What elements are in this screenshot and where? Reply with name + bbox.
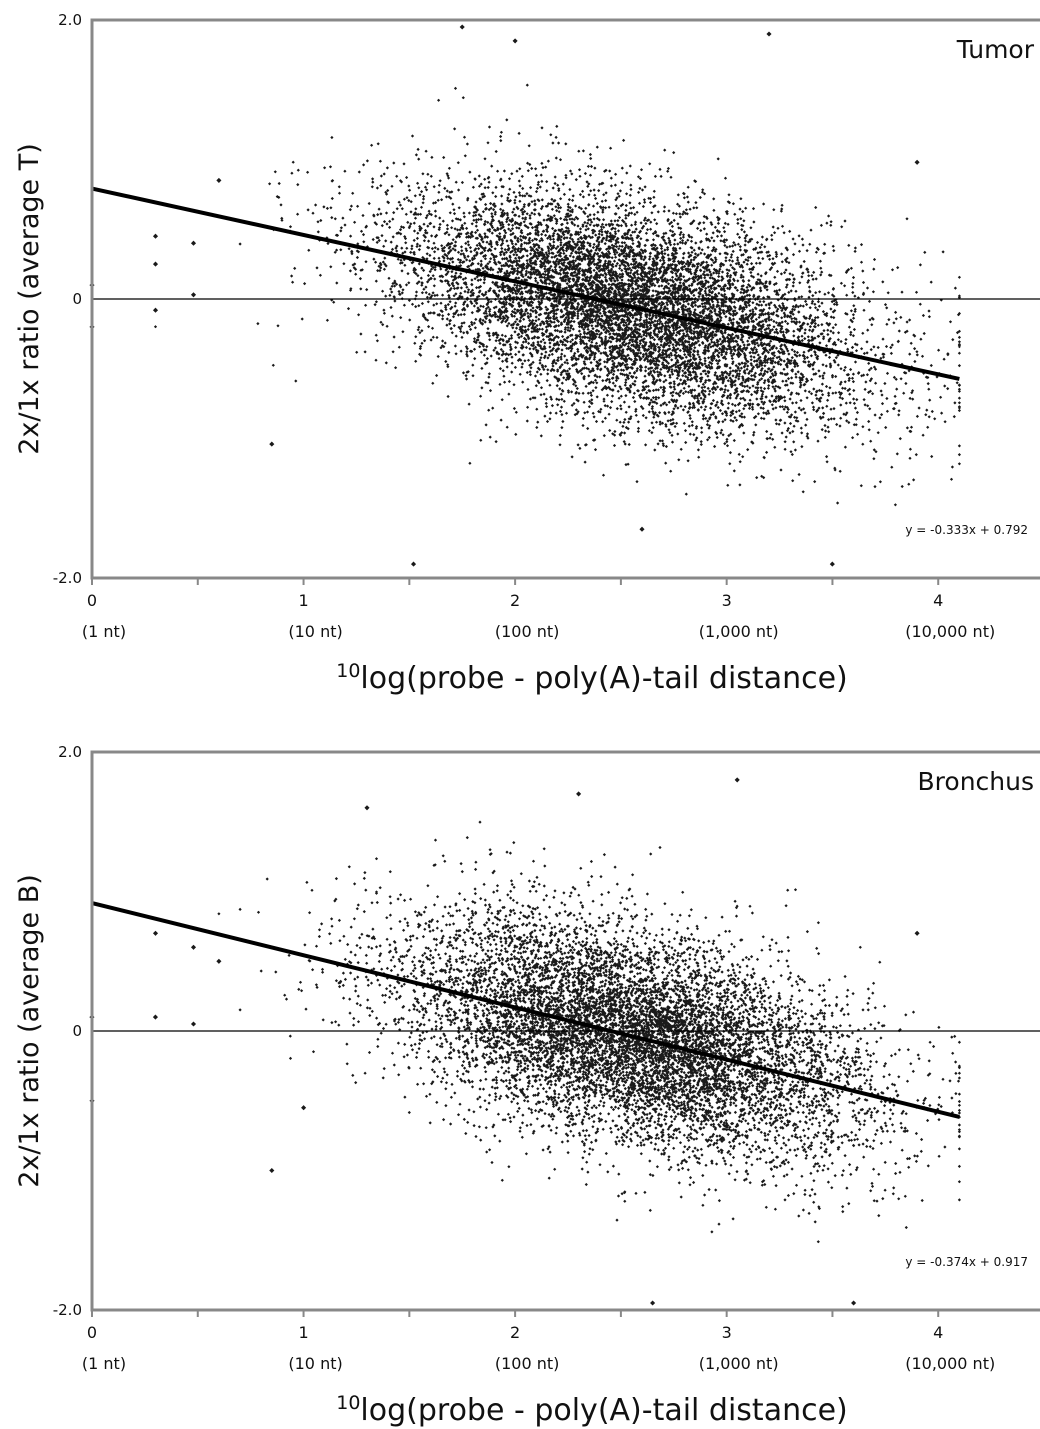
scatter-point [650,1300,656,1306]
x-tick-sublabel: (10 nt) [288,622,342,641]
bronchus-y-ticks: 2.0 0 -2.0 [53,743,82,1319]
scatter-point [152,1014,158,1020]
x-tick-sublabel: (1,000 nt) [699,622,779,641]
tumor-trendline [91,186,960,381]
x-tick-label: 1 [298,1323,308,1342]
y-tick-label: 0 [72,1022,82,1040]
bronchus-x-axis-label-superscript: 10 [336,1392,360,1414]
y-tick-label: -2.0 [53,1301,82,1319]
y-tick-label: 0 [72,290,82,308]
scatter-point [851,1300,857,1306]
y-tick-label: 2.0 [58,743,82,761]
x-tick-label: 2 [510,1323,520,1342]
scatter-point [190,240,197,246]
scatter-point [152,307,159,313]
bronchus-x-ticks: 0 (1 nt) 1 (10 nt) 2 (100 nt) 3 (1,000 nt) 4 (10,… [82,1310,995,1373]
scatter-point [459,24,465,30]
scatter-point [190,944,197,950]
scatter-point [216,958,222,964]
tumor-x-axis-label-superscript: 10 [336,660,360,682]
bronchus-x-axis-label-text: log(probe - poly(A)-tail distance) [360,1393,847,1428]
tumor-x-axis-label-text: log(probe - poly(A)-tail distance) [360,661,847,696]
tumor-panel: 0 (1 nt) 1 (10 nt) 2 (100 nt) 3 (1,000 nt) 4 (10,… [14,11,1040,696]
tumor-x-axis-label: 10log(probe - poly(A)-tail distance) [336,660,848,696]
tumor-y-axis-label: 2x/1x ratio (average T) [14,143,45,455]
x-tick-sublabel: (100 nt) [495,1354,560,1373]
x-tick-label: 4 [933,591,943,610]
x-tick-label: 4 [933,1323,943,1342]
scatter-point [829,561,835,567]
x-tick-sublabel: (100 nt) [495,622,560,641]
x-tick-sublabel: (1,000 nt) [699,1354,779,1373]
scatter-point [734,777,740,783]
x-tick-sublabel: (10,000 nt) [905,622,995,641]
scatter-point [269,1167,275,1174]
x-tick-sublabel: (10 nt) [288,1354,342,1373]
x-tick-label: 3 [722,591,732,610]
scatter-point [216,177,222,183]
x-tick-sublabel: (1 nt) [82,622,126,641]
x-tick-label: 0 [87,591,97,610]
x-tick-label: 3 [722,1323,732,1342]
scatter-point-cloud [153,83,961,507]
scatter-point [269,441,275,447]
bronchus-equation: y = -0.374x + 0.917 [905,1255,1028,1269]
scatter-point [152,233,159,239]
scatter-point [639,526,645,532]
tumor-y-ticks: 2.0 0 -2.0 [53,11,82,587]
bronchus-plot-frame [90,750,1040,1312]
scatter-point [766,31,772,37]
scatter-point [190,292,197,298]
tumor-x-ticks: 0 (1 nt) 1 (10 nt) 2 (100 nt) 3 (1,000 nt) 4 (10,… [82,578,995,641]
tumor-points [89,24,961,567]
scatter-point [190,1021,197,1027]
scatter-point-cloud [217,820,961,1244]
bronchus-x-axis-label: 10log(probe - poly(A)-tail distance) [336,1392,848,1428]
bronchus-y-axis-label: 2x/1x ratio (average B) [14,874,45,1188]
x-tick-sublabel: (1 nt) [82,1354,126,1373]
x-tick-label: 2 [510,591,520,610]
tumor-panel-label: Tumor [956,35,1035,64]
x-tick-label: 1 [298,591,308,610]
bronchus-panel: 0 (1 nt) 1 (10 nt) 2 (100 nt) 3 (1,000 nt) 4 (10,… [14,743,1040,1428]
scatter-point [364,805,370,811]
scatter-point [576,791,582,797]
bronchus-trendline [91,901,960,1119]
x-tick-sublabel: (10,000 nt) [905,1354,995,1373]
x-tick-label: 0 [87,1323,97,1342]
scatter-point [914,159,920,165]
scatter-point [512,38,518,44]
y-tick-label: -2.0 [53,569,82,587]
scatter-point [152,930,159,936]
tumor-equation: y = -0.333x + 0.792 [905,523,1028,537]
bronchus-panel-label: Bronchus [918,767,1034,796]
bronchus-points [89,777,961,1306]
scatter-point [914,930,920,936]
scatter-point [410,561,417,567]
scatter-point [301,1105,307,1111]
tumor-plot-frame [90,18,1040,580]
scatter-point [152,261,159,267]
y-tick-label: 2.0 [58,11,82,29]
